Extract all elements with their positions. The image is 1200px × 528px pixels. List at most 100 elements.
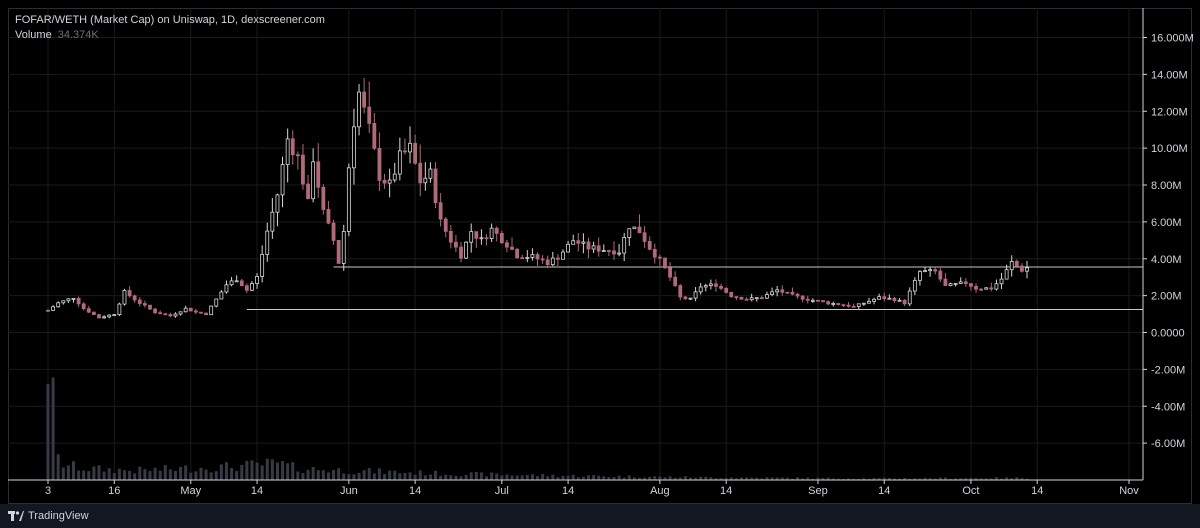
candle-body (1020, 265, 1024, 272)
volume-bar (587, 475, 590, 480)
y-tick-label: 2.00M (1151, 291, 1182, 303)
volume-bar (750, 477, 754, 480)
candle-body (102, 316, 106, 319)
candle-body (591, 245, 596, 250)
volume-bar (255, 462, 259, 480)
candle-body (71, 297, 76, 300)
candle-body (438, 202, 443, 220)
candle-body (550, 257, 555, 266)
candle-body (831, 303, 836, 305)
candle-body (683, 296, 688, 300)
volume-bar (388, 470, 392, 480)
volume-bar (525, 474, 529, 480)
volume-bar (311, 466, 315, 480)
candle-body (596, 245, 601, 252)
volume-bar (260, 465, 264, 480)
y-tick-label: 14.00M (1151, 69, 1188, 81)
candle-body (856, 303, 861, 307)
candle-body (928, 269, 933, 272)
volume-bar (77, 470, 81, 480)
candle-body (209, 305, 214, 316)
candle-body (474, 231, 479, 239)
candle-body (642, 232, 647, 242)
volume-bar (479, 472, 483, 480)
volume-bar (474, 471, 478, 480)
candle-body (357, 91, 361, 128)
tradingview-logo[interactable]: TradingView (8, 510, 89, 522)
candle-body (61, 300, 66, 304)
volume-bar (908, 478, 912, 480)
candle-body (244, 285, 249, 291)
y-tick-label: -6.00M (1151, 438, 1185, 450)
candle-body (826, 301, 831, 305)
candle-body (270, 211, 275, 232)
candle-body (86, 308, 91, 313)
volume-bar (398, 473, 402, 480)
volume-bar (316, 470, 320, 480)
volume-bar (199, 467, 203, 480)
grid-lines (8, 8, 1143, 480)
x-tick-label: May (180, 485, 201, 497)
volume-bar (265, 458, 269, 480)
x-tick-label: 14 (1031, 485, 1043, 497)
candle-body (499, 233, 504, 244)
candle-body (255, 276, 259, 284)
candle-body (785, 291, 790, 294)
candle-body (148, 304, 152, 310)
x-tick-label: 14 (251, 485, 263, 497)
candle-body (484, 237, 489, 240)
volume-bar (413, 474, 417, 480)
volume-bar (979, 478, 983, 480)
volume-bar (377, 468, 381, 480)
candle-body (397, 150, 402, 175)
volume-bar (653, 476, 657, 480)
volume-bar (209, 472, 213, 480)
candle-body (107, 314, 112, 318)
x-axis[interactable]: 3 16 May 14 Jun 14 Jul 14 Aug 14 Sep 14 Oct 14 Nov (8, 479, 1143, 497)
candle-body (122, 290, 127, 305)
candle-body (586, 241, 591, 250)
volume-bar (984, 478, 988, 480)
volume-bar (495, 473, 499, 480)
candle-body (897, 299, 902, 302)
volume-bar (872, 478, 876, 480)
volume-bar (1000, 478, 1004, 480)
volume-bar (704, 476, 708, 480)
volume-bar (97, 465, 101, 480)
candle-body (703, 285, 708, 288)
candle-body (515, 248, 520, 259)
volume-bar (372, 473, 376, 480)
volume-bar (852, 478, 856, 480)
candle-body (561, 251, 565, 260)
candlestick-chart[interactable]: 16.000M 14.00M 12.00M 10.00M 8.00M 6.00M 4.00M… (0, 0, 1200, 504)
volume-bar (745, 477, 749, 480)
candle-body (795, 293, 800, 297)
candle-body (392, 173, 397, 181)
horizontal-levels[interactable] (246, 266, 1143, 310)
volume-bar (836, 478, 840, 480)
volume-bar (214, 471, 218, 480)
y-axis[interactable]: 16.000M 14.00M 12.00M 10.00M 8.00M 6.00M 4.00M… (1142, 8, 1194, 480)
volume-bar (622, 477, 626, 480)
candles (46, 77, 1029, 319)
volume-bar (347, 474, 351, 480)
candle-body (382, 179, 387, 184)
candle-body (1004, 269, 1009, 280)
volume-bar (240, 464, 244, 480)
volume-bar (581, 476, 585, 480)
volume-bar (403, 473, 407, 480)
volume-bar (71, 461, 75, 480)
volume-bar (352, 474, 356, 480)
volume-bar (1005, 477, 1009, 480)
candle-body (321, 186, 326, 210)
volume-bar (117, 468, 121, 480)
x-tick-label: Oct (962, 485, 979, 497)
volume-bar (66, 465, 70, 480)
volume-bar (393, 470, 397, 480)
volume-bar (770, 477, 774, 480)
candle-body (668, 267, 672, 278)
volume-bar (714, 478, 718, 480)
volume-bar (143, 469, 147, 480)
volume-bar (158, 470, 162, 480)
volume-bar (434, 470, 438, 480)
